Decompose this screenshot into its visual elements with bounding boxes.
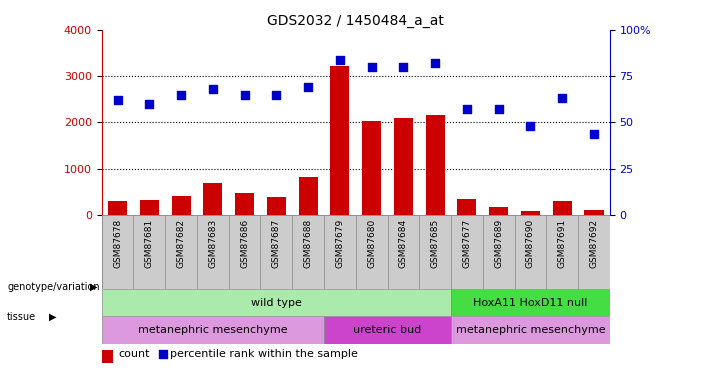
- Bar: [330, 66, 349, 215]
- Point: [461, 106, 472, 112]
- Bar: [102, 316, 324, 344]
- Title: GDS2032 / 1450484_a_at: GDS2032 / 1450484_a_at: [267, 13, 444, 28]
- Text: metanephric mesenchyme: metanephric mesenchyme: [456, 325, 605, 335]
- Bar: [362, 121, 381, 215]
- Text: GSM87683: GSM87683: [208, 219, 217, 268]
- Bar: [299, 177, 318, 215]
- Bar: [139, 200, 159, 215]
- Point: [557, 95, 568, 101]
- Text: GSM87682: GSM87682: [177, 219, 186, 268]
- Point: [175, 92, 186, 98]
- Bar: [585, 210, 604, 215]
- Bar: [203, 183, 222, 215]
- Text: GSM87680: GSM87680: [367, 219, 376, 268]
- Point: [239, 92, 250, 98]
- Point: [525, 123, 536, 129]
- Text: genotype/variation: genotype/variation: [7, 282, 100, 292]
- Text: ureteric bud: ureteric bud: [353, 325, 421, 335]
- Text: GSM87688: GSM87688: [304, 219, 313, 268]
- Bar: [235, 193, 254, 215]
- Text: wild type: wild type: [251, 297, 302, 307]
- Text: GSM87684: GSM87684: [399, 219, 408, 268]
- Text: GSM87685: GSM87685: [430, 219, 440, 268]
- Bar: [489, 207, 508, 215]
- Bar: [552, 201, 572, 215]
- Text: percentile rank within the sample: percentile rank within the sample: [170, 350, 358, 359]
- Text: HoxA11 HoxD11 null: HoxA11 HoxD11 null: [473, 297, 587, 307]
- Point: [303, 84, 314, 90]
- Bar: [521, 211, 540, 215]
- Bar: [108, 201, 127, 215]
- Point: [366, 64, 377, 70]
- Bar: [394, 118, 413, 215]
- Text: GSM87690: GSM87690: [526, 219, 535, 268]
- Bar: [172, 196, 191, 215]
- Point: [112, 97, 123, 103]
- Bar: [451, 316, 610, 344]
- Text: GSM87678: GSM87678: [113, 219, 122, 268]
- Text: tissue: tissue: [7, 312, 36, 322]
- Text: GSM87692: GSM87692: [590, 219, 599, 268]
- Point: [334, 57, 346, 63]
- Text: metanephric mesenchyme: metanephric mesenchyme: [138, 325, 287, 335]
- Point: [430, 60, 441, 66]
- Text: GSM87677: GSM87677: [463, 219, 472, 268]
- Point: [397, 64, 409, 70]
- Bar: [102, 350, 113, 363]
- Bar: [457, 199, 477, 215]
- Text: GSM87691: GSM87691: [558, 219, 566, 268]
- Bar: [426, 115, 444, 215]
- Bar: [324, 316, 451, 344]
- Text: GSM87687: GSM87687: [272, 219, 281, 268]
- Point: [207, 86, 219, 92]
- Bar: [102, 289, 451, 316]
- Point: [588, 130, 599, 136]
- Text: GSM87686: GSM87686: [240, 219, 249, 268]
- Text: GSM87681: GSM87681: [145, 219, 154, 268]
- Text: GSM87679: GSM87679: [335, 219, 344, 268]
- Text: count: count: [118, 350, 149, 359]
- Text: ▶: ▶: [90, 282, 97, 292]
- Point: [144, 101, 155, 107]
- Text: GSM87689: GSM87689: [494, 219, 503, 268]
- Point: [157, 351, 168, 357]
- Text: ▶: ▶: [49, 312, 56, 322]
- Point: [493, 106, 504, 112]
- Bar: [451, 289, 610, 316]
- Bar: [267, 197, 286, 215]
- Point: [271, 92, 282, 98]
